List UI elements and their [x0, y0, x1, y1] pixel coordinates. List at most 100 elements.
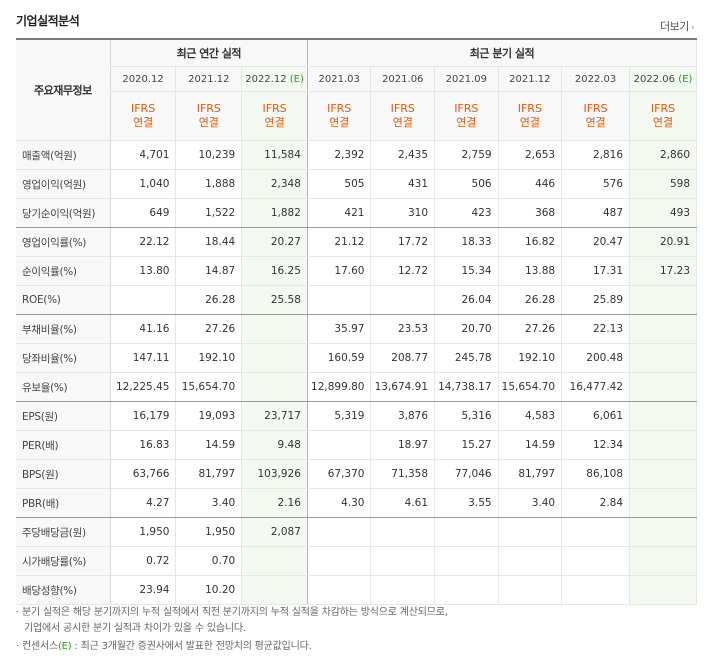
table-cell: 2.84: [561, 488, 631, 518]
table-cell: [241, 314, 308, 344]
table-cell: 4.30: [307, 488, 372, 518]
estimate-mark: (E): [289, 73, 304, 85]
table-cell: 4.61: [370, 488, 436, 518]
table-cell: [629, 372, 697, 402]
period-label: 2021.06: [382, 73, 424, 85]
table-row: 배당성향(%) 23.94 10.20: [16, 575, 697, 605]
table-cell: 20.27: [241, 227, 308, 257]
table-cell: [370, 517, 436, 547]
table-cell: [434, 517, 499, 547]
table-cell: 9.48: [241, 430, 308, 460]
table-cell: 493: [629, 198, 697, 228]
table-cell: 23,717: [241, 401, 308, 431]
table-cell: 13.88: [498, 256, 563, 286]
table-cell: 19,093: [175, 401, 243, 431]
table-cell: 41.16: [110, 314, 177, 344]
table-cell: [370, 285, 436, 315]
table-cell: 505: [307, 169, 372, 199]
table-cell: [629, 430, 697, 460]
ifrs-label: IFRS: [327, 102, 352, 115]
table-cell: 16.82: [498, 227, 563, 257]
table-cell: 15.27: [434, 430, 499, 460]
table-cell: 27.26: [498, 314, 563, 344]
ifrs-label: IFRS: [196, 102, 221, 115]
table-cell: 245.78: [434, 343, 499, 373]
accounting-standard: IFRS 연결: [110, 91, 177, 141]
table-cell: [629, 314, 697, 344]
table-cell: 1,522: [175, 198, 243, 228]
table-cell: [241, 372, 308, 402]
table-cell: 1,888: [175, 169, 243, 199]
table-cell: 22.12: [110, 227, 177, 257]
table-cell: 12.72: [370, 256, 436, 286]
table-cell: 35.97: [307, 314, 372, 344]
period-header: 2021.12: [498, 66, 563, 92]
consolidated-label: 연결: [585, 116, 606, 129]
row-label: 영업이익률(%): [16, 227, 111, 257]
table-cell: [307, 285, 372, 315]
table-cell: [561, 546, 631, 576]
table-row: ROE(%) 26.28 25.58 26.04 26.28 25.89: [16, 285, 697, 315]
table-cell: 20.91: [629, 227, 697, 257]
table-cell: [629, 488, 697, 518]
table-cell: 15.34: [434, 256, 499, 286]
table-cell: 598: [629, 169, 697, 199]
table-cell: 18.97: [370, 430, 436, 460]
table-row: 순이익률(%) 13.80 14.87 16.25 17.60 12.72 15.34 13.…: [16, 256, 697, 286]
table-cell: [241, 575, 308, 605]
table-cell: 506: [434, 169, 499, 199]
table-cell: [307, 546, 372, 576]
period-header: 2021.03: [307, 66, 372, 92]
table-cell: 2,653: [498, 140, 563, 170]
table-cell: [307, 430, 372, 460]
table-cell: 3.40: [498, 488, 563, 518]
consolidated-label: 연결: [519, 116, 540, 129]
row-label: ROE(%): [16, 285, 111, 315]
table-cell: 12,899.80: [307, 372, 372, 402]
table-cell: 16.25: [241, 256, 308, 286]
table-cell: 3.40: [175, 488, 243, 518]
table-cell: 2,392: [307, 140, 372, 170]
chevron-right-icon: ›: [690, 23, 695, 33]
table-cell: 15,654.70: [498, 372, 563, 402]
table-cell: [498, 517, 563, 547]
table-cell: 13.80: [110, 256, 177, 286]
row-label: 매출액(억원): [16, 140, 111, 170]
table-row: BPS(원) 63,766 81,797 103,926 67,370 71,358 77,…: [16, 459, 697, 489]
row-label: 부채비율(%): [16, 314, 111, 344]
table-cell: 576: [561, 169, 631, 199]
table-row: PER(배) 16.83 14.59 9.48 18.97 15.27 14.59 12.34: [16, 430, 697, 460]
more-link[interactable]: 더보기 ›: [660, 18, 695, 34]
note-estimate-mark: (E): [57, 641, 72, 652]
row-label: PBR(배): [16, 488, 111, 518]
table-cell: 147.11: [110, 343, 177, 373]
table-cell: 26.28: [498, 285, 563, 315]
table-cell: 0.70: [175, 546, 243, 576]
estimate-mark: (E): [678, 73, 693, 85]
table-row: 영업이익(억원) 1,040 1,888 2,348 505 431 506 446 576 59…: [16, 169, 697, 199]
table-cell: 17.72: [370, 227, 436, 257]
table-cell: 2,087: [241, 517, 308, 547]
table-cell: 11,584: [241, 140, 308, 170]
table-row: 주당배당금(원) 1,950 1,950 2,087: [16, 517, 697, 547]
table-cell: 12.34: [561, 430, 631, 460]
table-row: 당좌비율(%) 147.11 192.10 160.59 208.77 245.78 192…: [16, 343, 697, 373]
table-cell: 14,738.17: [434, 372, 499, 402]
table-cell: 192.10: [175, 343, 243, 373]
row-label: 주당배당금(원): [16, 517, 111, 547]
table-cell: 0.72: [110, 546, 177, 576]
note-line-2: 기업에서 공시한 분기 실적과 차이가 있을 수 있습니다.: [24, 623, 246, 634]
table-cell: 71,358: [370, 459, 436, 489]
table-cell: [434, 575, 499, 605]
period-header: 2022.03: [561, 66, 631, 92]
table-cell: [307, 517, 372, 547]
table-cell: 86,108: [561, 459, 631, 489]
table-cell: 310: [370, 198, 436, 228]
table-cell: 17.60: [307, 256, 372, 286]
table-cell: 14.59: [498, 430, 563, 460]
table-cell: 208.77: [370, 343, 436, 373]
ifrs-label: IFRS: [517, 102, 542, 115]
consolidated-label: 연결: [392, 116, 413, 129]
table-cell: [629, 285, 697, 315]
